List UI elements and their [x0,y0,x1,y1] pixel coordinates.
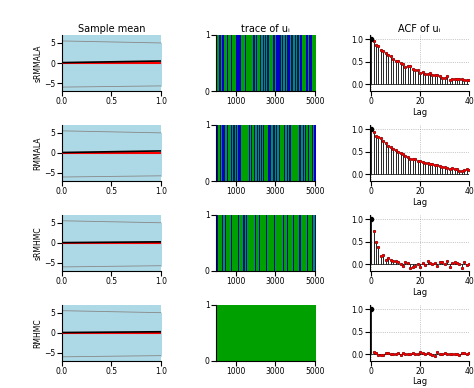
Y-axis label: RMMALA: RMMALA [34,136,43,170]
X-axis label: Lag: Lag [412,288,427,296]
Title: Sample mean: Sample mean [78,24,145,34]
Title: trace of uᵢ: trace of uᵢ [241,24,290,34]
X-axis label: Lag: Lag [412,197,427,207]
Y-axis label: RMHMC: RMHMC [34,318,43,348]
Title: ACF of uᵢ: ACF of uᵢ [398,24,441,34]
Y-axis label: sRMMALA: sRMMALA [34,44,43,82]
X-axis label: Lag: Lag [412,108,427,117]
X-axis label: Lag: Lag [412,378,427,386]
Y-axis label: sRMHMC: sRMHMC [34,226,43,260]
